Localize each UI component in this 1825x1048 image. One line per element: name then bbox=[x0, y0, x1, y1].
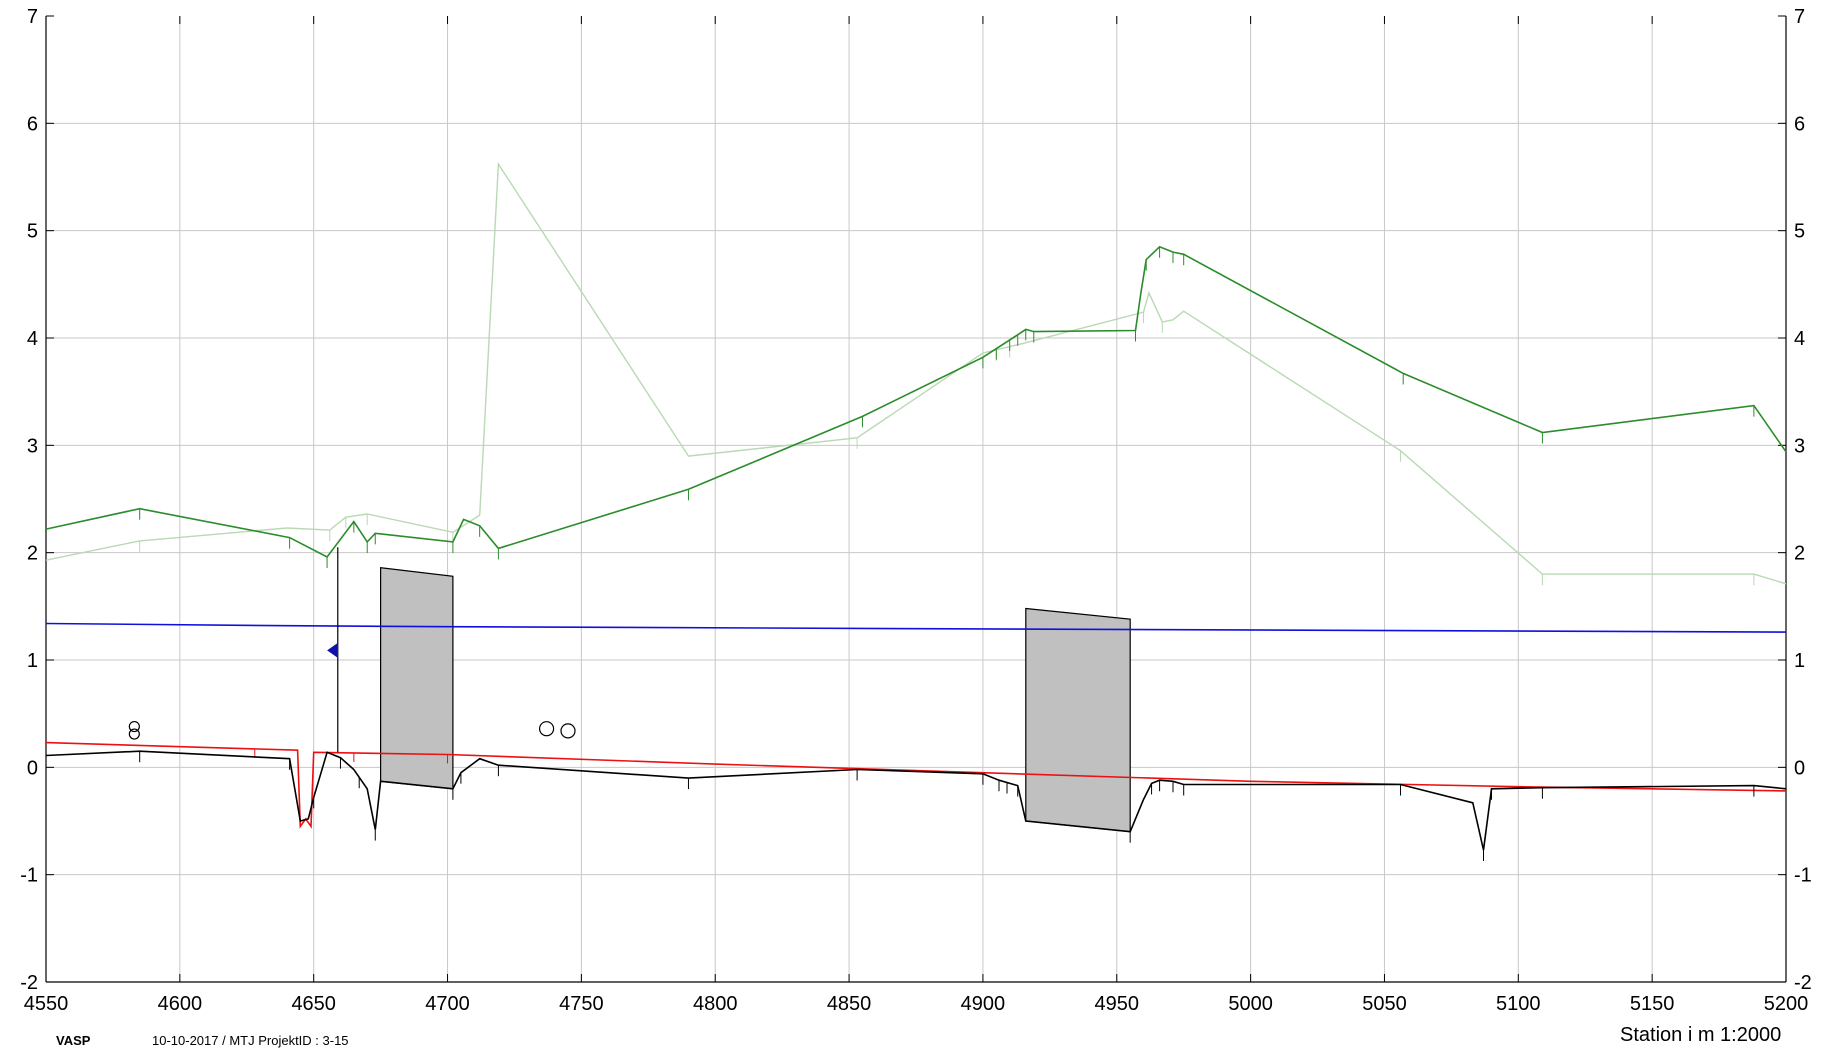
x-tick-label: 4950 bbox=[1095, 993, 1140, 1015]
culvert-box bbox=[1025, 607, 1131, 833]
y-tick-label-left: 6 bbox=[27, 113, 38, 135]
date-project-label: 10-10-2017 / MTJ ProjektID : 3-15 bbox=[152, 1033, 349, 1048]
y-tick-label-right: 0 bbox=[1794, 757, 1805, 779]
y-tick-label-left: -1 bbox=[20, 865, 38, 887]
point-circle bbox=[128, 720, 140, 733]
x-tick-label: 5100 bbox=[1496, 993, 1541, 1015]
y-tick-label-left: 1 bbox=[27, 650, 38, 672]
x-tick-label: 4700 bbox=[425, 993, 470, 1015]
x-tick-label: 4750 bbox=[559, 993, 604, 1015]
series-line-bottom bbox=[45, 750, 1787, 851]
y-tick-label-left: 3 bbox=[27, 435, 38, 457]
x-tick-label: 4600 bbox=[158, 993, 203, 1015]
x-tick-label: 5000 bbox=[1228, 993, 1273, 1015]
y-tick-label-right: -2 bbox=[1794, 972, 1812, 994]
x-tick-label: 4800 bbox=[693, 993, 738, 1015]
y-tick-label-right: 5 bbox=[1794, 221, 1805, 243]
tick-labels: 4550 4600 4650 4700 4750 4800 4850 4900 4950 5000… bbox=[20, 6, 1812, 1015]
y-tick-label-left: 4 bbox=[27, 328, 38, 350]
point-circle bbox=[538, 721, 555, 737]
y-tick-label-right: 7 bbox=[1794, 6, 1805, 28]
y-tick-label-right: 1 bbox=[1794, 650, 1805, 672]
x-axis-label: Station i m 1:2000 bbox=[1620, 1024, 1782, 1046]
y-tick-label-left: 5 bbox=[27, 221, 38, 243]
y-tick-label-left: 0 bbox=[27, 757, 38, 779]
x-tick-label: 4850 bbox=[827, 993, 872, 1015]
y-tick-label-left: 2 bbox=[27, 543, 38, 565]
grid bbox=[46, 16, 1786, 982]
culvert-box bbox=[380, 567, 454, 790]
y-tick-label-right: 2 bbox=[1794, 543, 1805, 565]
series-line-terrain bbox=[45, 245, 1787, 559]
x-tick-label: 4650 bbox=[291, 993, 336, 1015]
y-tick-label-right: 4 bbox=[1794, 328, 1805, 350]
point-circle bbox=[560, 723, 576, 739]
water-level-marker bbox=[327, 643, 338, 658]
x-tick-label: 5150 bbox=[1630, 993, 1675, 1015]
x-tick-label: 4550 bbox=[24, 993, 69, 1015]
x-tick-label: 4900 bbox=[961, 993, 1006, 1015]
y-tick-label-left: -2 bbox=[20, 972, 38, 994]
y-tick-label-left: 7 bbox=[27, 6, 38, 28]
y-tick-label-right: 6 bbox=[1794, 113, 1805, 135]
series-line-red_line bbox=[45, 741, 1787, 829]
point-circle bbox=[128, 728, 140, 740]
axes bbox=[45, 15, 1787, 983]
x-tick-label: 5200 bbox=[1764, 993, 1809, 1015]
y-tick-label-right: -1 bbox=[1794, 865, 1812, 887]
x-tick-label: 5050 bbox=[1362, 993, 1407, 1015]
series bbox=[45, 161, 1787, 861]
series-line-terrain_old bbox=[45, 161, 1787, 585]
software-label: VASP bbox=[56, 1033, 91, 1048]
series-line-water bbox=[45, 622, 1787, 633]
y-tick-label-right: 3 bbox=[1794, 435, 1805, 457]
